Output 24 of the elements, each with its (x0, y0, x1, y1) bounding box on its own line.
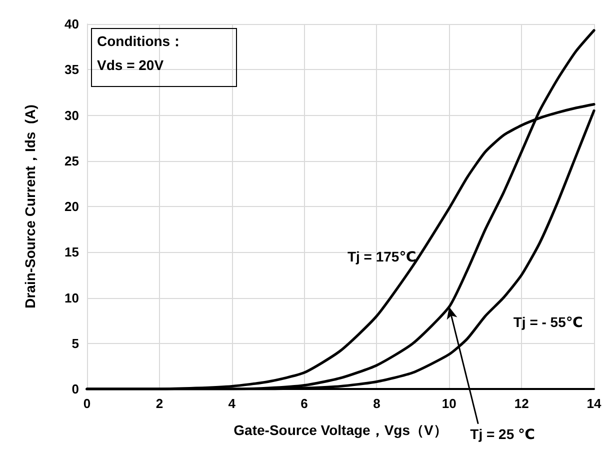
y-tick-label: 15 (64, 244, 79, 260)
x-tick-label: 10 (442, 396, 456, 411)
annotation: Conditions： (97, 33, 184, 49)
y-tick-label: 40 (64, 16, 79, 32)
x-tick-label: 12 (514, 396, 529, 411)
y-tick-label: 5 (72, 336, 79, 351)
x-tick-label: 14 (586, 396, 602, 411)
annotation: Tj = 175℃ (347, 248, 416, 265)
y-tick-label: 30 (64, 108, 79, 123)
x-tick-label: 6 (300, 396, 308, 411)
annotation: Vds = 20V (97, 57, 164, 73)
y-tick-label: 35 (64, 62, 79, 78)
y-tick-label: 25 (64, 153, 79, 168)
annotation: Tj = 25 ℃ (470, 426, 535, 442)
y-axis-title: Drain-Source Current，Ids (A) (22, 104, 38, 308)
x-tick-label: 0 (83, 396, 91, 411)
annotation: Tj = - 55℃ (513, 314, 583, 330)
y-tick-label: 10 (64, 290, 79, 306)
x-tick-label: 2 (156, 396, 164, 411)
x-tick-label: 8 (373, 396, 380, 411)
y-tick-label: 20 (64, 199, 79, 214)
x-tick-label: 4 (228, 396, 236, 411)
y-tick-label: 0 (72, 382, 79, 396)
x-axis-title: Gate-Source Voltage，Vgs（V） (234, 422, 448, 438)
